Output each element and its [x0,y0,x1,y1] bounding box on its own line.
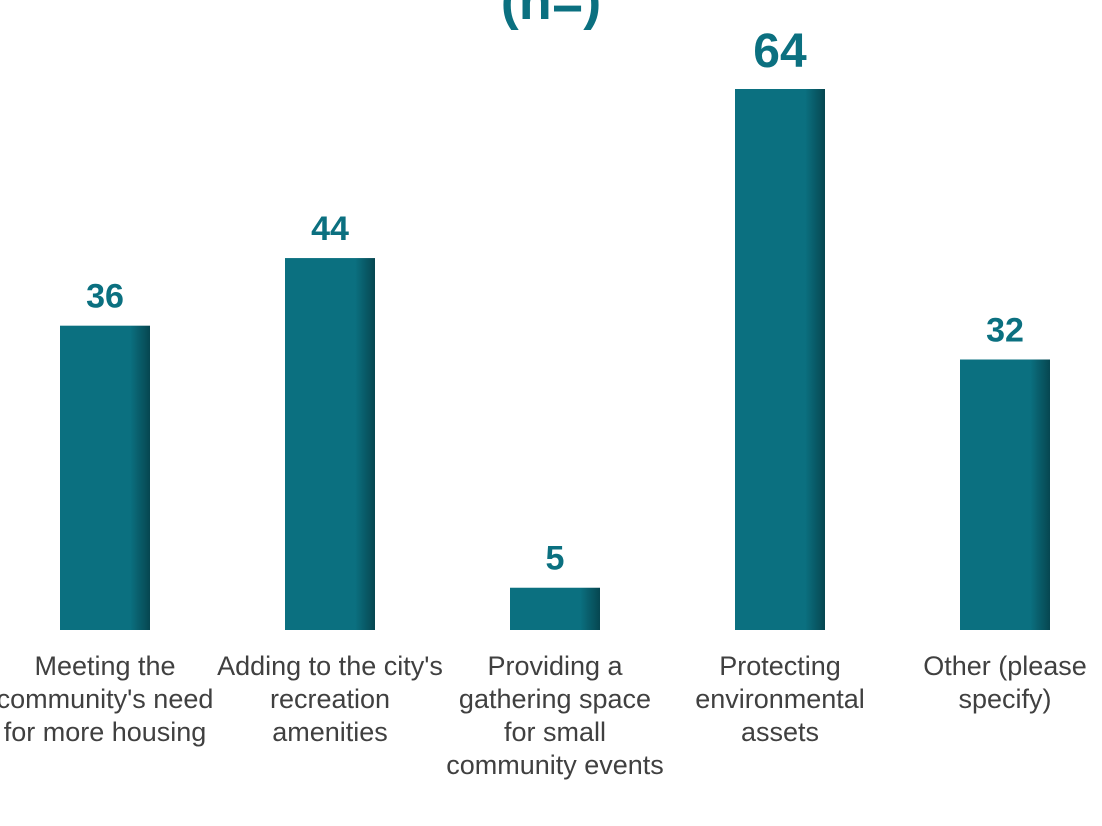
bar-3 [735,89,825,630]
value-label-3: 64 [753,25,807,78]
category-label-2: Providing a gathering space for small co… [446,651,664,780]
chart-title: (n=) [500,0,602,31]
bar-1 [285,258,375,630]
category-label-0: Meeting the community's need for more ho… [0,651,214,747]
value-labels-layer: 36 44 5 64 32 [86,25,1024,578]
category-label-4: Other (please specify) [923,651,1087,714]
bars-layer [60,89,1050,630]
category-label-3: Protecting environmental assets [695,651,865,747]
value-label-1: 44 [311,210,349,248]
bar-2 [510,587,600,630]
category-label-1: Adding to the city's recreation amenitie… [217,651,443,747]
value-label-0: 36 [86,278,124,316]
bar-0 [60,325,150,630]
value-label-2: 5 [546,540,565,578]
value-label-4: 32 [986,312,1024,350]
bar-4 [960,359,1050,630]
